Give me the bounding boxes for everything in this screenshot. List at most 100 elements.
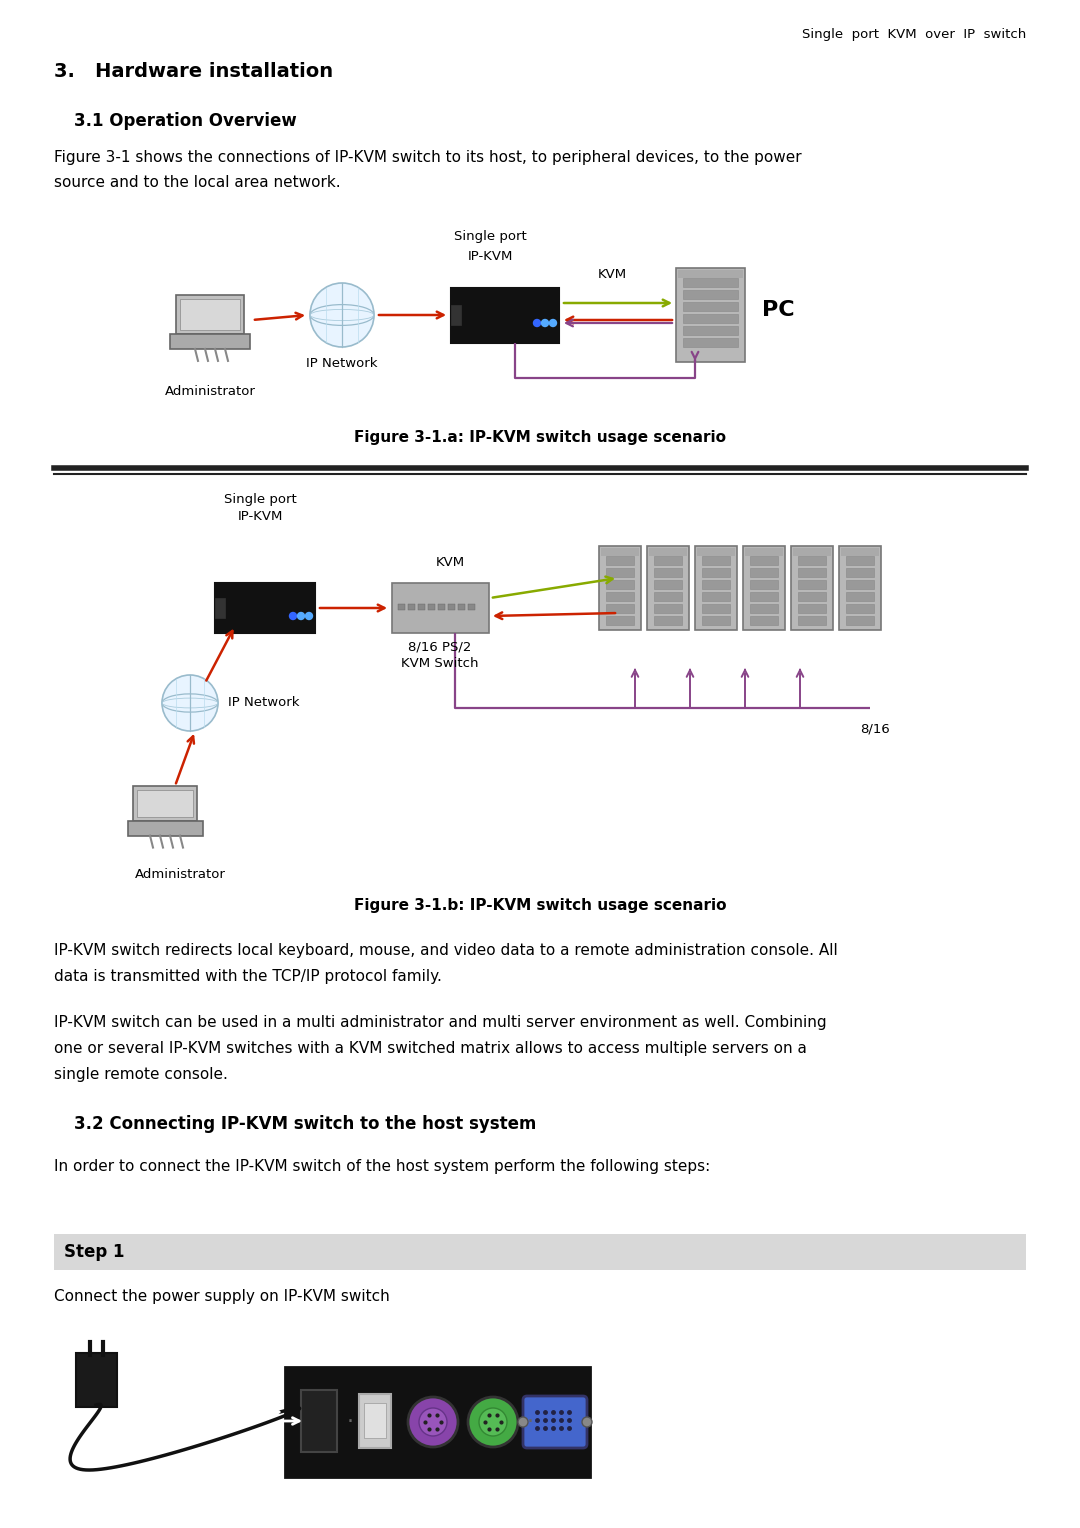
- Text: Step 1: Step 1: [64, 1242, 124, 1261]
- FancyBboxPatch shape: [606, 591, 634, 601]
- FancyBboxPatch shape: [468, 604, 474, 610]
- Text: ·: ·: [347, 1412, 353, 1432]
- Text: Connect the power supply on IP-KVM switch: Connect the power supply on IP-KVM switc…: [54, 1290, 390, 1303]
- FancyBboxPatch shape: [76, 1352, 117, 1407]
- FancyBboxPatch shape: [447, 604, 455, 610]
- Text: Administrator: Administrator: [135, 868, 226, 882]
- FancyBboxPatch shape: [137, 790, 193, 817]
- FancyBboxPatch shape: [702, 568, 730, 578]
- FancyBboxPatch shape: [750, 604, 778, 613]
- Text: IP Network: IP Network: [307, 358, 378, 370]
- FancyBboxPatch shape: [606, 616, 634, 625]
- FancyBboxPatch shape: [683, 290, 738, 299]
- Text: ·: ·: [527, 1412, 534, 1432]
- Text: data is transmitted with the TCP/IP protocol family.: data is transmitted with the TCP/IP prot…: [54, 969, 442, 984]
- FancyBboxPatch shape: [750, 568, 778, 578]
- FancyBboxPatch shape: [606, 568, 634, 578]
- FancyBboxPatch shape: [606, 556, 634, 565]
- FancyBboxPatch shape: [428, 604, 434, 610]
- Circle shape: [408, 1397, 458, 1447]
- Text: In order to connect the IP-KVM switch of the host system perform the following s: In order to connect the IP-KVM switch of…: [54, 1160, 711, 1174]
- FancyBboxPatch shape: [364, 1403, 386, 1438]
- Circle shape: [541, 319, 549, 327]
- Text: KVM Switch: KVM Switch: [402, 657, 478, 669]
- Text: Single  port  KVM  over  IP  switch: Single port KVM over IP switch: [801, 28, 1026, 41]
- Text: Figure 3-1.a: IP-KVM switch usage scenario: Figure 3-1.a: IP-KVM switch usage scenar…: [354, 429, 726, 445]
- Text: IP Network: IP Network: [228, 697, 299, 709]
- FancyBboxPatch shape: [599, 545, 642, 630]
- FancyBboxPatch shape: [702, 616, 730, 625]
- FancyBboxPatch shape: [702, 581, 730, 588]
- FancyBboxPatch shape: [750, 591, 778, 601]
- FancyBboxPatch shape: [798, 568, 826, 578]
- FancyBboxPatch shape: [846, 604, 874, 613]
- FancyBboxPatch shape: [702, 556, 730, 565]
- FancyBboxPatch shape: [683, 278, 738, 287]
- Text: KVM: KVM: [435, 556, 464, 568]
- Circle shape: [297, 613, 305, 619]
- FancyBboxPatch shape: [301, 1390, 337, 1452]
- FancyBboxPatch shape: [523, 1397, 588, 1449]
- Text: Administrator: Administrator: [164, 385, 256, 397]
- FancyBboxPatch shape: [750, 556, 778, 565]
- FancyBboxPatch shape: [846, 581, 874, 588]
- Text: 8/16 PS/2: 8/16 PS/2: [408, 640, 472, 652]
- FancyBboxPatch shape: [683, 338, 738, 347]
- Circle shape: [289, 613, 297, 619]
- FancyBboxPatch shape: [683, 313, 738, 322]
- Text: Figure 3-1 shows the connections of IP-KVM switch to its host, to peripheral dev: Figure 3-1 shows the connections of IP-K…: [54, 150, 801, 165]
- FancyBboxPatch shape: [654, 616, 681, 625]
- Text: IP-KVM: IP-KVM: [468, 251, 513, 263]
- FancyBboxPatch shape: [798, 616, 826, 625]
- Circle shape: [162, 675, 218, 730]
- FancyBboxPatch shape: [696, 545, 737, 630]
- FancyBboxPatch shape: [647, 545, 689, 630]
- FancyBboxPatch shape: [397, 604, 405, 610]
- FancyBboxPatch shape: [791, 545, 833, 630]
- FancyBboxPatch shape: [798, 604, 826, 613]
- FancyBboxPatch shape: [600, 549, 639, 556]
- FancyBboxPatch shape: [683, 303, 738, 312]
- Circle shape: [468, 1397, 518, 1447]
- FancyBboxPatch shape: [697, 549, 735, 556]
- FancyBboxPatch shape: [702, 604, 730, 613]
- Text: IP-KVM: IP-KVM: [238, 510, 283, 523]
- Text: 3.2 Connecting IP-KVM switch to the host system: 3.2 Connecting IP-KVM switch to the host…: [75, 1115, 537, 1132]
- Text: Single port: Single port: [224, 494, 296, 506]
- Circle shape: [306, 613, 312, 619]
- Text: 8/16: 8/16: [860, 723, 890, 736]
- FancyBboxPatch shape: [654, 556, 681, 565]
- Circle shape: [518, 1416, 528, 1427]
- FancyBboxPatch shape: [839, 545, 881, 630]
- Text: PC: PC: [762, 299, 795, 319]
- Text: KVM: KVM: [597, 267, 626, 281]
- FancyBboxPatch shape: [702, 591, 730, 601]
- Text: 3.   Hardware installation: 3. Hardware installation: [54, 63, 333, 81]
- FancyBboxPatch shape: [846, 568, 874, 578]
- FancyBboxPatch shape: [458, 604, 464, 610]
- FancyBboxPatch shape: [798, 581, 826, 588]
- Text: one or several IP-KVM switches with a KVM switched matrix allows to access multi: one or several IP-KVM switches with a KV…: [54, 1041, 807, 1056]
- Text: source and to the local area network.: source and to the local area network.: [54, 176, 340, 189]
- FancyBboxPatch shape: [841, 549, 879, 556]
- FancyBboxPatch shape: [675, 267, 744, 362]
- FancyBboxPatch shape: [745, 549, 783, 556]
- FancyBboxPatch shape: [649, 549, 687, 556]
- FancyBboxPatch shape: [391, 584, 488, 633]
- FancyBboxPatch shape: [170, 333, 249, 348]
- FancyBboxPatch shape: [654, 581, 681, 588]
- FancyBboxPatch shape: [750, 616, 778, 625]
- FancyBboxPatch shape: [359, 1394, 391, 1449]
- FancyBboxPatch shape: [418, 604, 424, 610]
- Circle shape: [550, 319, 556, 327]
- FancyBboxPatch shape: [750, 581, 778, 588]
- FancyBboxPatch shape: [606, 604, 634, 613]
- FancyBboxPatch shape: [743, 545, 785, 630]
- Circle shape: [310, 283, 374, 347]
- Circle shape: [419, 1407, 447, 1436]
- FancyBboxPatch shape: [451, 306, 461, 325]
- FancyBboxPatch shape: [285, 1368, 590, 1478]
- FancyBboxPatch shape: [846, 616, 874, 625]
- FancyBboxPatch shape: [215, 597, 225, 617]
- Circle shape: [582, 1416, 592, 1427]
